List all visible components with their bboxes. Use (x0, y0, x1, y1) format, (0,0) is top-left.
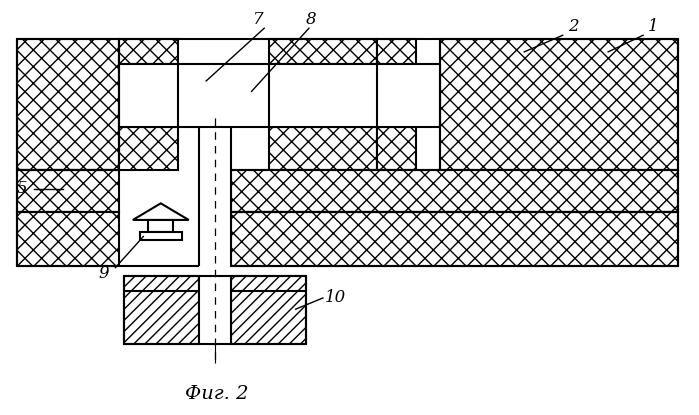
Bar (148, 220, 173, 232)
Bar (231, 170, 678, 212)
Bar (119, 127, 178, 170)
Text: 2: 2 (568, 19, 579, 35)
Bar (17, 170, 119, 212)
Text: 9: 9 (98, 265, 109, 281)
Bar (119, 64, 377, 127)
Bar (377, 64, 440, 127)
Bar (140, 232, 182, 240)
Text: Фиг. 2: Фиг. 2 (185, 385, 248, 403)
Bar (178, 64, 269, 127)
Bar (377, 127, 416, 170)
Bar (199, 276, 231, 344)
Text: 10: 10 (325, 290, 346, 306)
Bar (199, 127, 231, 266)
Bar (269, 39, 377, 64)
Text: 7: 7 (253, 12, 264, 28)
Bar (17, 212, 119, 266)
Bar (231, 212, 678, 266)
Polygon shape (133, 203, 189, 220)
Bar (119, 39, 178, 64)
Bar (440, 39, 678, 170)
Bar (17, 39, 119, 170)
Text: 5: 5 (17, 181, 28, 197)
Text: 8: 8 (305, 12, 317, 28)
Bar (124, 276, 199, 344)
Bar (377, 39, 416, 64)
Bar (231, 276, 306, 344)
Bar (269, 127, 377, 170)
Text: 1: 1 (648, 19, 659, 35)
